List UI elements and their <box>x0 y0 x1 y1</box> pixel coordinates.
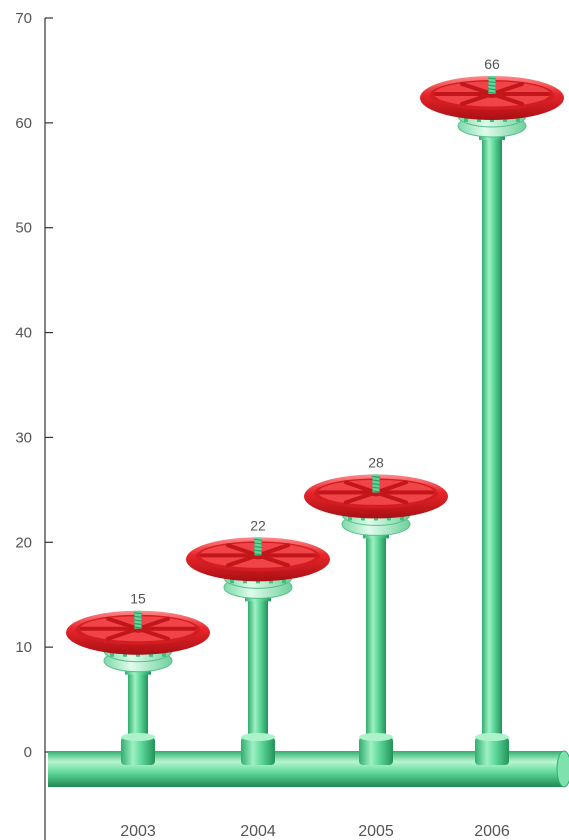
valve-pipe <box>366 536 386 752</box>
data-label: 15 <box>130 591 146 607</box>
valve-stem-thread <box>133 622 143 626</box>
valve-stem-thread <box>487 77 497 80</box>
valve-stem-thread <box>487 91 497 94</box>
valve-collar-rim <box>359 733 393 741</box>
x-tick-label: 2004 <box>240 823 276 840</box>
valve-collar <box>121 737 155 765</box>
y-tick-label: 40 <box>15 325 32 342</box>
valve-collar <box>241 737 275 765</box>
valve-bar: 28 <box>304 454 448 765</box>
valve-bar: 66 <box>420 56 564 765</box>
y-tick-label: 60 <box>15 115 32 132</box>
y-tick-label: 0 <box>24 744 32 761</box>
y-tick-label: 20 <box>15 534 32 551</box>
x-tick-label: 2006 <box>474 823 510 840</box>
y-tick-label: 10 <box>15 639 32 656</box>
valve-stem-thread <box>487 88 497 91</box>
valve-stem <box>488 75 496 94</box>
valve-pipe <box>248 599 268 752</box>
valve-pipe <box>482 137 502 752</box>
valve-pipe <box>128 672 148 752</box>
x-axis-labels: 2003 2004 2005 2006 <box>120 823 510 840</box>
valve-stem-thread <box>371 486 381 489</box>
valve-stem <box>254 537 262 556</box>
valve-stem <box>134 610 142 629</box>
valve-stem <box>372 474 380 493</box>
valve-stem-thread <box>253 553 263 556</box>
valve-collar-rim <box>121 733 155 741</box>
valve-bar: 15 <box>66 591 210 765</box>
y-tick-label: 30 <box>15 429 32 446</box>
y-tick-label: 50 <box>15 220 32 237</box>
valve-collar <box>359 737 393 765</box>
valve-stem-thread <box>253 538 263 541</box>
valve-bar: 22 <box>186 517 330 765</box>
valve-stem-thread <box>133 612 143 615</box>
x-tick-label: 2003 <box>120 823 156 840</box>
valve-stem-thread <box>133 619 143 622</box>
data-label: 28 <box>368 454 384 470</box>
data-label: 66 <box>484 56 500 72</box>
valve-stem-thread <box>133 626 143 629</box>
valve-stem-thread <box>371 479 381 482</box>
y-axis-ticks: 0 10 20 30 40 50 60 70 <box>15 10 53 761</box>
valve-collar <box>475 737 509 765</box>
data-label: 22 <box>250 517 266 533</box>
valve-stem-thread <box>253 549 263 552</box>
valve-stem-thread <box>371 475 381 478</box>
y-tick-label: 70 <box>15 10 32 27</box>
valve-stem-thread <box>253 542 263 545</box>
valve-bars: 15 22 28 66 <box>66 56 564 765</box>
base-pipe-end <box>556 750 569 788</box>
valve-stem-thread <box>371 483 381 486</box>
x-tick-label: 2005 <box>358 823 394 840</box>
valve-collar-rim <box>475 733 509 741</box>
valve-stem-thread <box>487 84 497 87</box>
valve-stem-thread <box>133 615 143 618</box>
valve-collar-rim <box>241 733 275 741</box>
valve-stem-thread <box>371 490 381 493</box>
valve-stem-thread <box>253 545 263 549</box>
valve-stem-thread <box>487 80 497 84</box>
